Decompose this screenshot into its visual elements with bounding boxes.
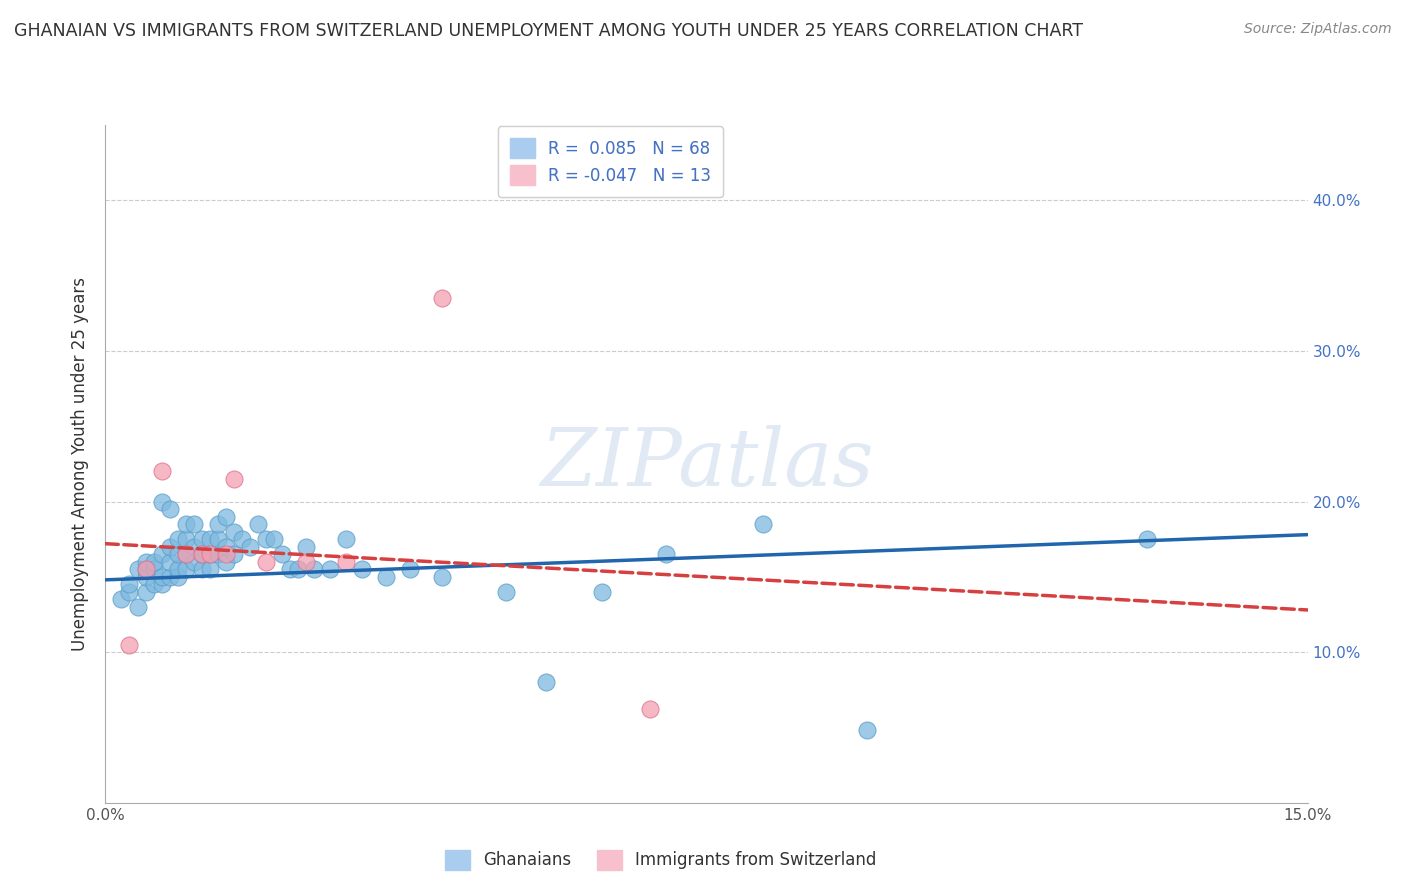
Point	[207, 517, 229, 532]
Point	[430, 570, 453, 584]
Point	[254, 555, 277, 569]
Point	[222, 547, 245, 561]
Point	[198, 547, 221, 561]
Point	[640, 702, 662, 716]
Point	[591, 585, 613, 599]
Point	[118, 585, 141, 599]
Point	[855, 723, 877, 738]
Point	[135, 585, 157, 599]
Point	[142, 577, 165, 591]
Point	[1136, 532, 1159, 546]
Point	[118, 577, 141, 591]
Point	[198, 562, 221, 576]
Point	[159, 502, 181, 516]
Point	[135, 570, 157, 584]
Point	[198, 547, 221, 561]
Text: ZIPatlas: ZIPatlas	[540, 425, 873, 502]
Legend: R =  0.085   N = 68, R = -0.047   N = 13: R = 0.085 N = 68, R = -0.047 N = 13	[498, 127, 723, 197]
Point	[183, 555, 205, 569]
Point	[142, 562, 165, 576]
Point	[150, 577, 173, 591]
Point	[270, 547, 292, 561]
Point	[222, 524, 245, 539]
Point	[166, 547, 188, 561]
Point	[207, 532, 229, 546]
Point	[150, 570, 173, 584]
Point	[190, 532, 212, 546]
Point	[295, 540, 318, 554]
Point	[159, 570, 181, 584]
Point	[166, 562, 188, 576]
Point	[183, 517, 205, 532]
Point	[174, 517, 197, 532]
Point	[350, 562, 373, 576]
Point	[207, 547, 229, 561]
Point	[534, 675, 557, 690]
Text: GHANAIAN VS IMMIGRANTS FROM SWITZERLAND UNEMPLOYMENT AMONG YOUTH UNDER 25 YEARS : GHANAIAN VS IMMIGRANTS FROM SWITZERLAND …	[14, 22, 1083, 40]
Point	[183, 540, 205, 554]
Point	[239, 540, 262, 554]
Point	[159, 555, 181, 569]
Point	[278, 562, 301, 576]
Point	[190, 547, 212, 561]
Point	[246, 517, 269, 532]
Point	[319, 562, 342, 576]
Point	[495, 585, 517, 599]
Point	[198, 532, 221, 546]
Point	[135, 562, 157, 576]
Point	[214, 540, 236, 554]
Point	[222, 472, 245, 486]
Point	[142, 555, 165, 569]
Point	[150, 464, 173, 478]
Point	[174, 547, 197, 561]
Point	[430, 291, 453, 305]
Point	[214, 509, 236, 524]
Legend: Ghanaians, Immigrants from Switzerland: Ghanaians, Immigrants from Switzerland	[439, 843, 883, 877]
Point	[295, 555, 318, 569]
Point	[190, 562, 212, 576]
Point	[254, 532, 277, 546]
Point	[174, 532, 197, 546]
Point	[263, 532, 285, 546]
Point	[214, 547, 236, 561]
Point	[118, 638, 141, 652]
Point	[110, 592, 132, 607]
Point	[190, 547, 212, 561]
Point	[174, 547, 197, 561]
Point	[655, 547, 678, 561]
Point	[135, 562, 157, 576]
Y-axis label: Unemployment Among Youth under 25 years: Unemployment Among Youth under 25 years	[72, 277, 90, 651]
Point	[335, 555, 357, 569]
Point	[399, 562, 422, 576]
Point	[302, 562, 325, 576]
Point	[166, 570, 188, 584]
Point	[335, 532, 357, 546]
Point	[127, 562, 149, 576]
Point	[214, 555, 236, 569]
Point	[287, 562, 309, 576]
Point	[150, 547, 173, 561]
Text: Source: ZipAtlas.com: Source: ZipAtlas.com	[1244, 22, 1392, 37]
Point	[231, 532, 253, 546]
Point	[135, 555, 157, 569]
Point	[374, 570, 398, 584]
Point	[166, 532, 188, 546]
Point	[751, 517, 773, 532]
Point	[159, 540, 181, 554]
Point	[150, 494, 173, 508]
Point	[174, 562, 197, 576]
Point	[127, 599, 149, 614]
